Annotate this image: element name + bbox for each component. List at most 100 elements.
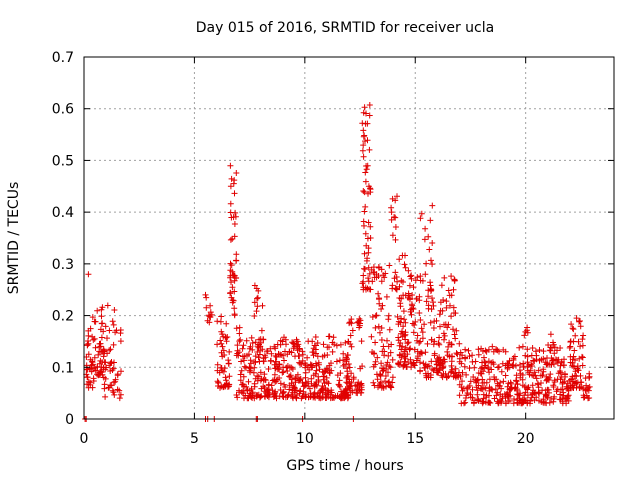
data-point: [376, 264, 382, 271]
data-point: [463, 371, 470, 378]
data-point: [378, 325, 385, 331]
data-point: [436, 334, 443, 341]
data-point: [400, 323, 407, 330]
data-point: [363, 166, 370, 173]
data-point: [84, 366, 91, 373]
data-point: [426, 246, 433, 253]
data-point: [387, 364, 394, 371]
data-point: [436, 341, 443, 348]
data-point: [529, 382, 536, 389]
data-point: [475, 351, 482, 358]
data-point: [243, 364, 249, 371]
data-point: [84, 341, 91, 348]
data-point: [359, 363, 366, 370]
data-point: [282, 384, 289, 390]
data-point: [304, 364, 311, 370]
data-point: [466, 365, 473, 372]
data-point: [378, 278, 385, 285]
data-point: [259, 346, 266, 353]
data-point: [551, 393, 558, 400]
data-point: [245, 351, 252, 358]
data-point: [429, 295, 435, 302]
data-point: [438, 282, 445, 289]
data-point: [280, 369, 287, 375]
data-point: [314, 390, 321, 397]
data-point: [373, 274, 380, 281]
data-point: [304, 354, 311, 361]
data-point: [234, 394, 241, 401]
data-point: [389, 285, 396, 292]
data-point: [532, 372, 539, 379]
data-point: [514, 391, 521, 398]
data-point: [257, 336, 264, 343]
data-point: [206, 319, 213, 326]
data-point: [311, 342, 318, 349]
data-point: [214, 341, 221, 348]
data-point: [336, 357, 343, 364]
axis-ticks: [83, 56, 614, 420]
data-point: [549, 357, 556, 364]
data-point: [97, 369, 104, 376]
data-point: [493, 376, 500, 383]
data-point: [89, 361, 96, 368]
data-point: [214, 318, 221, 325]
data-point: [513, 377, 519, 384]
data-point: [510, 361, 517, 368]
data-point: [362, 203, 369, 210]
data-point: [576, 355, 583, 362]
data-point: [506, 397, 513, 404]
data-point: [389, 356, 396, 363]
data-point: [344, 391, 350, 398]
data-point: [535, 367, 542, 374]
data-point: [425, 374, 432, 380]
data-point: [85, 338, 91, 344]
data-point: [223, 334, 229, 341]
data-point: [362, 169, 369, 176]
data-point: [102, 375, 109, 382]
data-point: [398, 277, 405, 284]
data-point: [516, 367, 523, 374]
data-point: [344, 355, 350, 362]
data-point: [254, 377, 261, 384]
data-point: [524, 392, 531, 399]
data-point: [277, 341, 284, 348]
data-point: [419, 329, 426, 336]
data-point: [269, 387, 276, 394]
data-point: [370, 363, 377, 370]
data-point: [361, 189, 368, 196]
data-point: [559, 386, 566, 393]
data-point: [461, 363, 468, 370]
data-point: [245, 378, 252, 385]
x-tick-label: 0: [80, 431, 89, 447]
data-point: [471, 399, 477, 406]
data-point: [308, 375, 315, 382]
data-point: [227, 183, 234, 190]
data-point: [370, 264, 377, 271]
data-point: [551, 377, 558, 384]
data-point: [531, 369, 538, 376]
data-point: [118, 368, 124, 375]
data-point: [542, 391, 549, 398]
data-point: [277, 380, 284, 387]
data-point: [346, 320, 353, 327]
data-point: [101, 359, 108, 366]
data-point: [469, 394, 476, 401]
data-point: [560, 362, 567, 369]
data-point: [396, 256, 403, 263]
data-point: [219, 343, 226, 350]
data-point: [422, 225, 429, 232]
data-point: [337, 341, 344, 348]
data-point: [424, 340, 431, 347]
data-point: [452, 335, 459, 342]
data-point: [378, 337, 385, 343]
data-point: [372, 358, 379, 365]
data-point: [427, 279, 434, 286]
data-point: [369, 278, 376, 285]
data-point: [382, 373, 389, 379]
data-point: [462, 346, 469, 353]
data-point: [462, 395, 469, 401]
data-point: [300, 388, 307, 395]
data-point: [249, 395, 256, 401]
data-point: [110, 341, 117, 348]
data-point: [479, 359, 485, 366]
